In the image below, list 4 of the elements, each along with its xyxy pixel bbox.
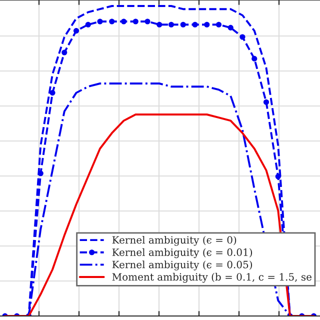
legend-label: Moment ambiguity (b = 0.1, c = 1.5, se xyxy=(112,272,312,283)
legend-label: Kernel ambiguity (ϵ = 0.01) xyxy=(112,248,252,258)
legend-label: Kernel ambiguity (ϵ = 0.05) xyxy=(112,260,252,270)
legend-label: Kernel ambiguity (ϵ = 0) xyxy=(112,236,236,246)
